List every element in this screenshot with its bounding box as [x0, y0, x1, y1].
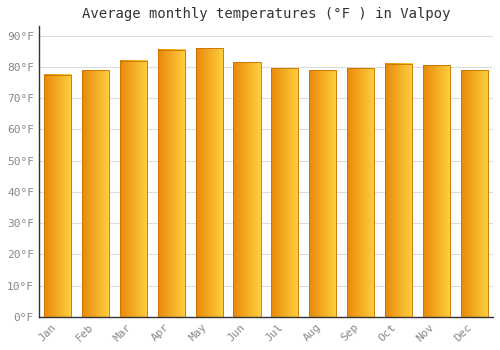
Bar [158, 50, 185, 317]
Bar [422, 65, 450, 317]
Bar [44, 75, 72, 317]
Bar [460, 70, 488, 317]
Bar [385, 64, 412, 317]
Bar [347, 69, 374, 317]
Bar [271, 69, 298, 317]
Title: Average monthly temperatures (°F ) in Valpoy: Average monthly temperatures (°F ) in Va… [82, 7, 450, 21]
Bar [234, 62, 260, 317]
Bar [82, 70, 109, 317]
Bar [120, 61, 147, 317]
Bar [309, 70, 336, 317]
Bar [196, 48, 223, 317]
